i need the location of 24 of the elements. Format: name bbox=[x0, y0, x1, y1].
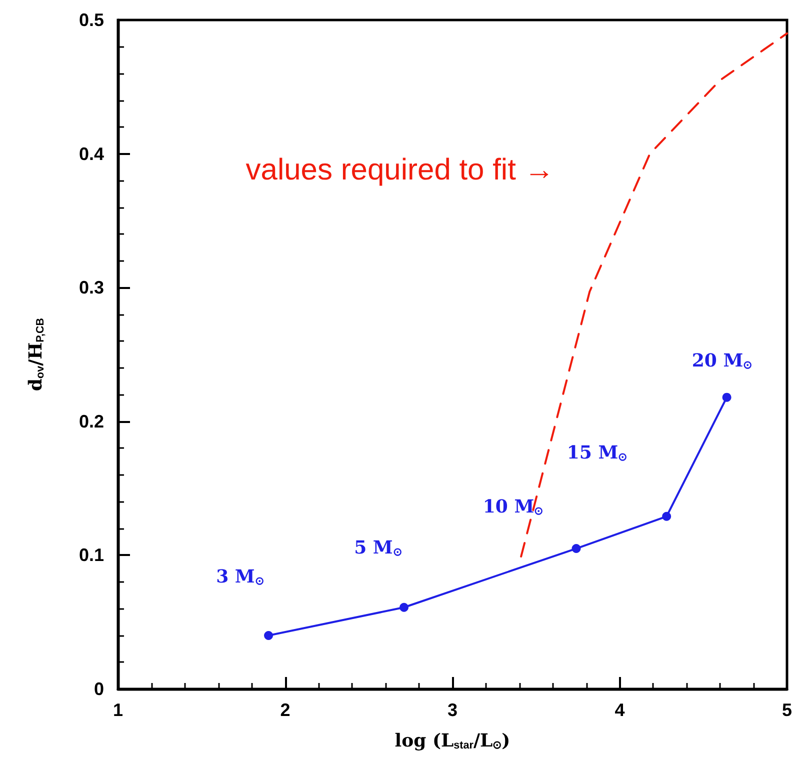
point bbox=[572, 544, 581, 554]
x-tick-label: 2 bbox=[280, 700, 290, 720]
annotation: 5 M⊙ bbox=[354, 538, 402, 558]
point bbox=[264, 630, 274, 640]
y-tick-label: 0.3 bbox=[78, 278, 104, 298]
y-tick-label: 0.4 bbox=[78, 144, 104, 164]
x-tick-label: 3 bbox=[447, 700, 458, 720]
annotation: 15 M⊙ bbox=[566, 442, 628, 464]
x-tick-label: 5 bbox=[782, 700, 792, 720]
y-tick-label: 0 bbox=[94, 679, 104, 699]
point bbox=[722, 392, 732, 402]
annotation: values required to fit → bbox=[246, 154, 554, 186]
point bbox=[662, 512, 672, 521]
y-axis-title: dov/HP,CB bbox=[26, 318, 46, 392]
y-tick-label: 0.2 bbox=[78, 411, 104, 432]
y-tick-label: 0.1 bbox=[78, 545, 104, 566]
x-tick-label: 4 bbox=[614, 700, 625, 720]
annotation: 20 M⊙ bbox=[692, 350, 752, 372]
annotation: 3 M⊙ bbox=[216, 566, 264, 588]
annotation: 10 M⊙ bbox=[482, 496, 544, 518]
point bbox=[400, 602, 408, 612]
x-tick-label: 1 bbox=[112, 700, 124, 720]
x-axis-title: log (Lstar/L⊙) bbox=[394, 730, 510, 752]
y-tick-label: 0.5 bbox=[78, 10, 104, 30]
